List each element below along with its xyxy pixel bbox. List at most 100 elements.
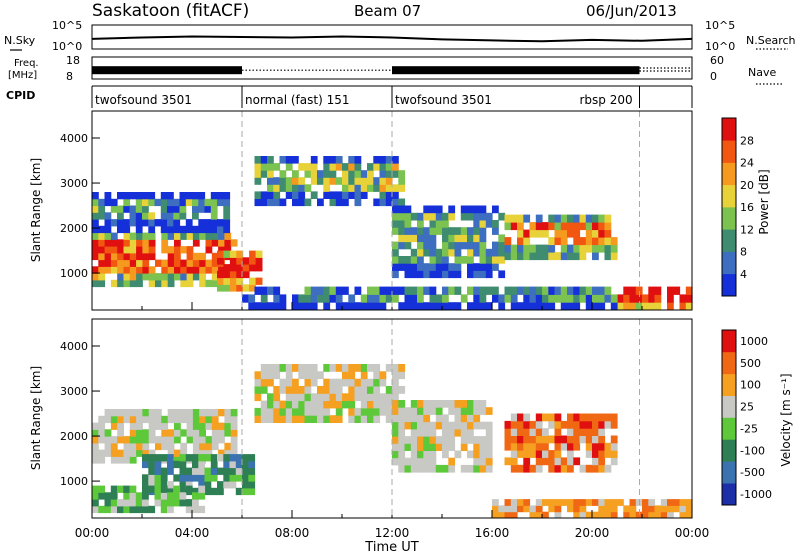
heat-cell: [185, 485, 193, 493]
heat-cell: [629, 511, 637, 519]
heat-cell: [398, 177, 406, 185]
heat-cell: [473, 234, 481, 243]
heat-cell: [504, 428, 512, 436]
heat-cell: [192, 415, 200, 424]
heat-cell: [217, 284, 224, 292]
heat-cell: [510, 505, 518, 513]
heat-cell: [199, 266, 206, 274]
heat-cell: [254, 163, 262, 171]
heat-cell: [398, 205, 406, 214]
heat-cell: [249, 264, 256, 272]
heat-cell: [604, 252, 612, 261]
heat-cell: [367, 184, 374, 192]
heat-cell: [579, 252, 587, 261]
heat-cell: [279, 177, 287, 185]
heat-cell: [517, 413, 524, 422]
heat-cell: [186, 252, 194, 261]
heat-cell: [579, 214, 587, 223]
heat-cell: [229, 277, 237, 285]
heat-cell: [404, 421, 412, 430]
heat-cell: [323, 378, 331, 387]
heat-cell: [236, 277, 244, 285]
heat-cell: [123, 409, 131, 417]
heat-cell: [635, 286, 643, 295]
heat-cell: [598, 244, 606, 253]
heat-cell: [417, 428, 424, 437]
heat-cell: [379, 184, 387, 192]
heat-cell: [517, 237, 524, 246]
heat-cell: [148, 246, 156, 254]
heat-cell: [510, 294, 518, 303]
heat-cell: [442, 294, 449, 303]
heat-cell: [92, 499, 99, 507]
heat-cell: [604, 442, 612, 451]
heat-cell: [136, 422, 143, 430]
heat-cell: [492, 241, 499, 250]
heat-cell: [192, 467, 199, 475]
heat-cell: [442, 263, 449, 271]
heat-cell: [417, 248, 424, 257]
heat-cell: [205, 422, 213, 430]
heat-cell: [542, 428, 549, 436]
heat-cell: [460, 205, 468, 214]
heat-cell: [567, 222, 574, 231]
heat-cell: [385, 364, 393, 372]
heat-cell: [429, 212, 437, 221]
heat-cell: [398, 170, 406, 178]
heat-cell: [548, 286, 556, 295]
heat-cell: [110, 239, 118, 247]
heat-cell: [323, 393, 331, 402]
heat-cell: [223, 277, 231, 285]
frequency-panel: Freq. [MHz] 18 8 60 0 Nave: [8, 54, 782, 85]
heat-cell: [92, 205, 99, 213]
heat-cell: [417, 270, 424, 279]
heat-cell: [267, 400, 274, 409]
heat-cell: [279, 294, 287, 303]
heat-cell: [429, 220, 437, 228]
heat-cell: [642, 302, 649, 311]
heat-cell: [160, 225, 168, 234]
heat-cell: [429, 294, 437, 303]
heat-cell: [510, 435, 518, 444]
heat-cell: [192, 259, 200, 267]
heat-cell: [98, 212, 106, 220]
heat-cell: [535, 294, 543, 303]
heat-cell: [679, 499, 687, 506]
heat-cell: [535, 244, 543, 253]
heat-cell: [448, 464, 456, 473]
heat-cell: [210, 460, 218, 469]
heat-cell: [180, 259, 188, 267]
heat-cell: [360, 415, 368, 423]
heat-cell: [517, 420, 524, 429]
heat-cell: [230, 239, 238, 247]
heat-cell: [117, 259, 124, 267]
heat-cell: [217, 198, 224, 207]
heat-cell: [504, 435, 512, 444]
heat-cell: [285, 191, 293, 199]
heat-cell: [204, 481, 212, 489]
heat-cell: [223, 460, 231, 469]
heat-cell: [129, 505, 137, 514]
heat-cell: [473, 407, 481, 415]
heat-cell: [135, 192, 143, 200]
heat-cell: [467, 256, 474, 264]
heat-cell: [92, 219, 99, 227]
heat-cell: [529, 244, 537, 253]
heat-cell: [117, 456, 124, 464]
heat-cell: [523, 413, 531, 422]
heat-cell: [429, 241, 437, 250]
heat-cell: [180, 273, 188, 281]
heat-cell: [535, 428, 543, 436]
heat-cell: [211, 279, 219, 288]
heat-cell: [442, 212, 449, 221]
heat-cell: [329, 286, 337, 295]
heat-cell: [192, 273, 200, 281]
heat-cell: [185, 192, 193, 200]
heat-cell: [385, 400, 393, 409]
heat-cell: [517, 450, 524, 458]
colorbar-tick-label: 28: [740, 134, 754, 147]
heat-cell: [385, 184, 393, 192]
heat-cell: [392, 294, 399, 303]
heat-cell: [155, 279, 162, 288]
heat-cell: [192, 192, 199, 200]
